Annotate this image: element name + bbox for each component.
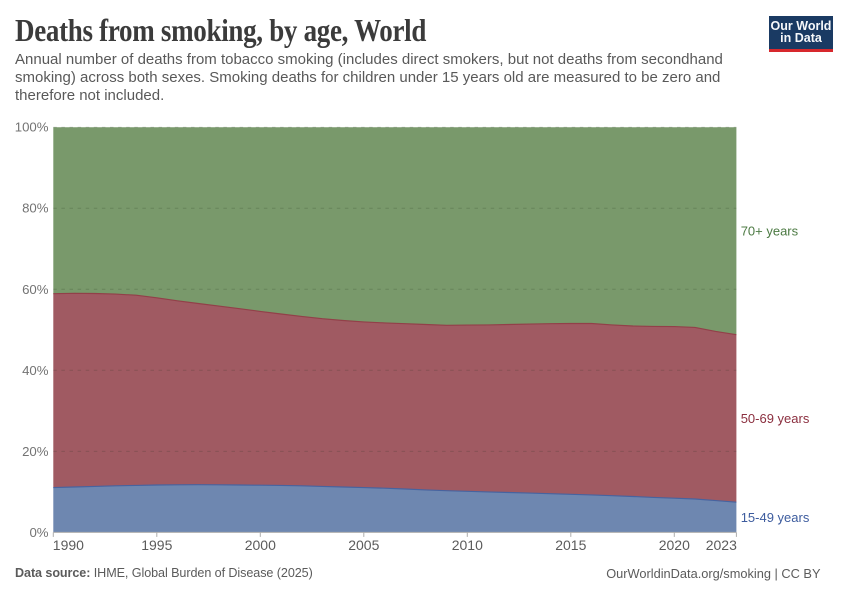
svg-text:1990: 1990 xyxy=(53,537,84,553)
svg-text:0%: 0% xyxy=(29,525,48,540)
svg-text:15-49 years: 15-49 years xyxy=(741,510,810,525)
svg-text:2005: 2005 xyxy=(348,537,379,553)
svg-text:1995: 1995 xyxy=(141,537,172,553)
svg-text:20%: 20% xyxy=(22,444,49,459)
svg-text:2010: 2010 xyxy=(452,537,483,553)
svg-text:2015: 2015 xyxy=(555,537,586,553)
svg-text:70+ years: 70+ years xyxy=(741,224,799,239)
svg-text:80%: 80% xyxy=(22,201,49,216)
svg-text:60%: 60% xyxy=(22,282,49,297)
svg-text:40%: 40% xyxy=(22,363,49,378)
svg-text:2020: 2020 xyxy=(659,537,690,553)
svg-text:2023: 2023 xyxy=(706,537,737,553)
svg-text:50-69 years: 50-69 years xyxy=(741,411,810,426)
svg-text:100%: 100% xyxy=(15,120,49,135)
svg-text:2000: 2000 xyxy=(245,537,276,553)
